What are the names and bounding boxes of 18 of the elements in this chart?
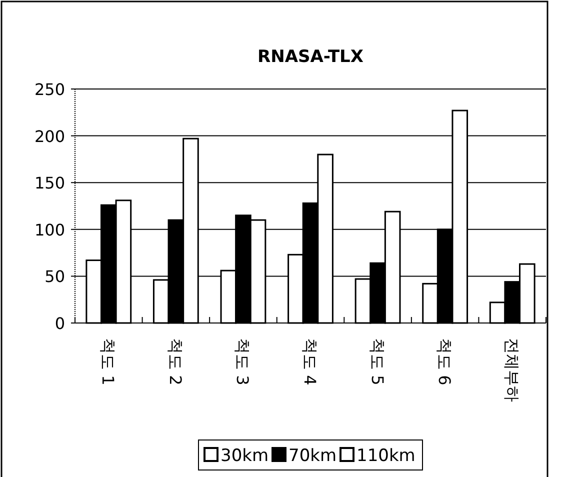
x-tick-label: 전체부하 (502, 338, 522, 402)
x-tick-label: 척도 4 (300, 338, 320, 386)
x-tick-label: 척도 3 (233, 338, 252, 386)
x-tick-label: 척도 1 (98, 338, 118, 386)
y-tick-label: 250 (34, 80, 65, 99)
y-tick-label: 200 (34, 126, 65, 146)
x-tick-label: 척도 5 (368, 338, 387, 386)
y-tick-label: 50 (44, 267, 65, 286)
legend-label: 30km (220, 446, 269, 466)
y-tick-label: 0 (54, 314, 65, 333)
legend-label: 70km (288, 446, 337, 466)
chart-title: RNASA-TLX (258, 47, 364, 67)
x-tick-label: 척도 2 (166, 338, 185, 386)
bar (504, 281, 521, 324)
y-tick-label: 150 (34, 174, 65, 193)
x-tick-label: 척도 6 (435, 338, 454, 386)
legend-label: 110km (356, 446, 416, 466)
y-tick-label: 100 (34, 220, 65, 240)
